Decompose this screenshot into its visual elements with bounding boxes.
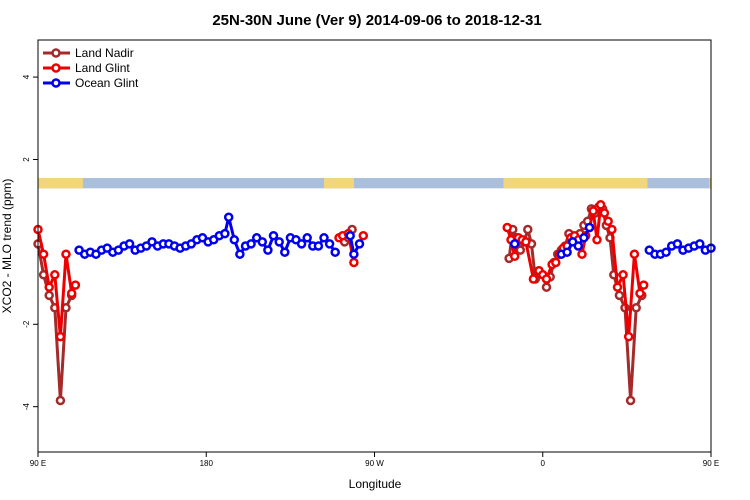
land-band-segment: [709, 178, 711, 189]
data-point-land-nadir: [614, 290, 625, 301]
series-land-glint: [33, 200, 649, 342]
legend-swatch-marker: [51, 78, 61, 88]
land-ocean-band: [38, 178, 711, 189]
y-tick-label: -2: [22, 320, 31, 328]
data-point-land-glint: [595, 200, 606, 210]
data-point-land-glint: [638, 280, 649, 290]
data-point-land-glint: [551, 257, 561, 268]
x-axis-label: Longitude: [349, 477, 402, 491]
data-point-ocean-glint: [562, 247, 572, 257]
data-point-land-glint: [588, 206, 598, 216]
data-point-ocean-glint: [324, 239, 335, 249]
data-point-ocean-glint: [268, 230, 279, 241]
x-tick-label: 90 E: [30, 459, 46, 468]
data-point-land-nadir: [523, 224, 533, 235]
data-point-land-glint: [603, 216, 613, 227]
data-point-ocean-glint: [302, 233, 312, 243]
data-point-land-glint: [541, 274, 552, 284]
data-point-ocean-glint: [280, 247, 290, 257]
legend-swatch-marker: [51, 63, 61, 73]
data-point-ocean-glint: [661, 247, 671, 257]
data-point-ocean-glint: [345, 230, 355, 241]
land-band-segment: [38, 178, 83, 189]
data-point-land-glint: [44, 282, 54, 292]
series-line-land-glint: [36, 229, 77, 339]
data-point-land-glint: [612, 282, 623, 292]
data-point-land-glint: [623, 331, 634, 342]
legend-swatch-marker: [51, 48, 61, 58]
series-layer: [33, 200, 716, 406]
data-point-land-nadir: [55, 395, 66, 406]
data-point-land-glint: [599, 208, 610, 218]
data-point-ocean-glint: [579, 233, 589, 243]
data-point-land-glint: [61, 249, 71, 259]
ocean-band: [38, 178, 711, 189]
data-point-ocean-glint: [354, 239, 365, 249]
legend-label: Land Glint: [75, 61, 130, 75]
data-point-land-glint: [55, 331, 66, 342]
data-point-ocean-glint: [257, 237, 268, 247]
x-axis: 90 E 180 90 W 0 90 E: [30, 452, 719, 468]
data-point-ocean-glint: [672, 239, 683, 249]
y-axis-label: XCO2 - MLO trend (ppm): [0, 179, 14, 314]
y-tick-label: 2: [22, 157, 31, 162]
data-point-ocean-glint: [124, 239, 135, 249]
legend-item-land-nadir: Land Nadir: [43, 46, 134, 60]
data-point-land-glint: [38, 249, 49, 259]
data-point-land-glint: [577, 249, 587, 259]
data-point-land-glint: [502, 222, 512, 233]
x-tick-label: 0: [541, 459, 546, 468]
data-point-land-glint: [70, 280, 81, 290]
data-point-land-glint: [50, 270, 60, 280]
data-point-land-nadir: [625, 395, 636, 406]
data-point-land-glint: [66, 288, 77, 299]
data-point-ocean-glint: [313, 241, 324, 251]
data-point-ocean-glint: [220, 228, 230, 239]
data-point-land-glint: [635, 288, 645, 299]
land-band-segment: [324, 178, 354, 189]
legend-item-land-glint: Land Glint: [43, 61, 130, 75]
data-point-land-glint: [629, 249, 640, 259]
data-point-land-glint: [618, 270, 628, 280]
x-tick-label: 90 W: [365, 459, 384, 468]
data-point-land-glint: [509, 251, 520, 262]
data-point-ocean-glint: [246, 239, 256, 249]
series-ocean-glint: [74, 212, 716, 259]
data-point-ocean-glint: [509, 239, 520, 249]
data-point-ocean-glint: [263, 245, 273, 255]
data-point-ocean-glint: [584, 222, 595, 233]
y-tick-label: 4: [22, 74, 31, 79]
chart-title: 25N-30N June (Ver 9) 2014-09-06 to 2018-…: [212, 12, 541, 29]
data-point-ocean-glint: [296, 239, 307, 249]
data-point-ocean-glint: [695, 239, 705, 249]
data-point-land-nadir: [44, 290, 54, 301]
data-point-ocean-glint: [319, 233, 329, 243]
legend-label: Land Nadir: [75, 46, 134, 60]
legend-label: Ocean Glint: [75, 76, 139, 90]
data-point-ocean-glint: [223, 212, 234, 222]
data-point-land-glint: [607, 224, 617, 235]
data-point-land-nadir: [631, 303, 641, 313]
land-band-segment: [503, 178, 648, 189]
data-point-land-glint: [349, 257, 359, 268]
legend-item-ocean-glint: Ocean Glint: [43, 76, 139, 90]
y-tick-label: -4: [22, 403, 31, 411]
data-point-land-glint: [358, 230, 369, 241]
data-point-land-glint: [521, 237, 531, 247]
data-point-ocean-glint: [349, 249, 359, 259]
data-point-land-nadir: [541, 282, 552, 292]
data-point-ocean-glint: [573, 241, 584, 251]
data-point-ocean-glint: [330, 247, 340, 257]
y-axis: -4 -2 2 4: [22, 74, 38, 410]
data-point-land-glint: [592, 235, 602, 245]
data-point-ocean-glint: [229, 235, 240, 245]
data-point-ocean-glint: [274, 237, 284, 247]
x-tick-label: 180: [200, 459, 214, 468]
data-point-ocean-glint: [235, 249, 245, 259]
x-tick-label: 90 E: [703, 459, 719, 468]
data-point-land-glint: [528, 274, 539, 284]
